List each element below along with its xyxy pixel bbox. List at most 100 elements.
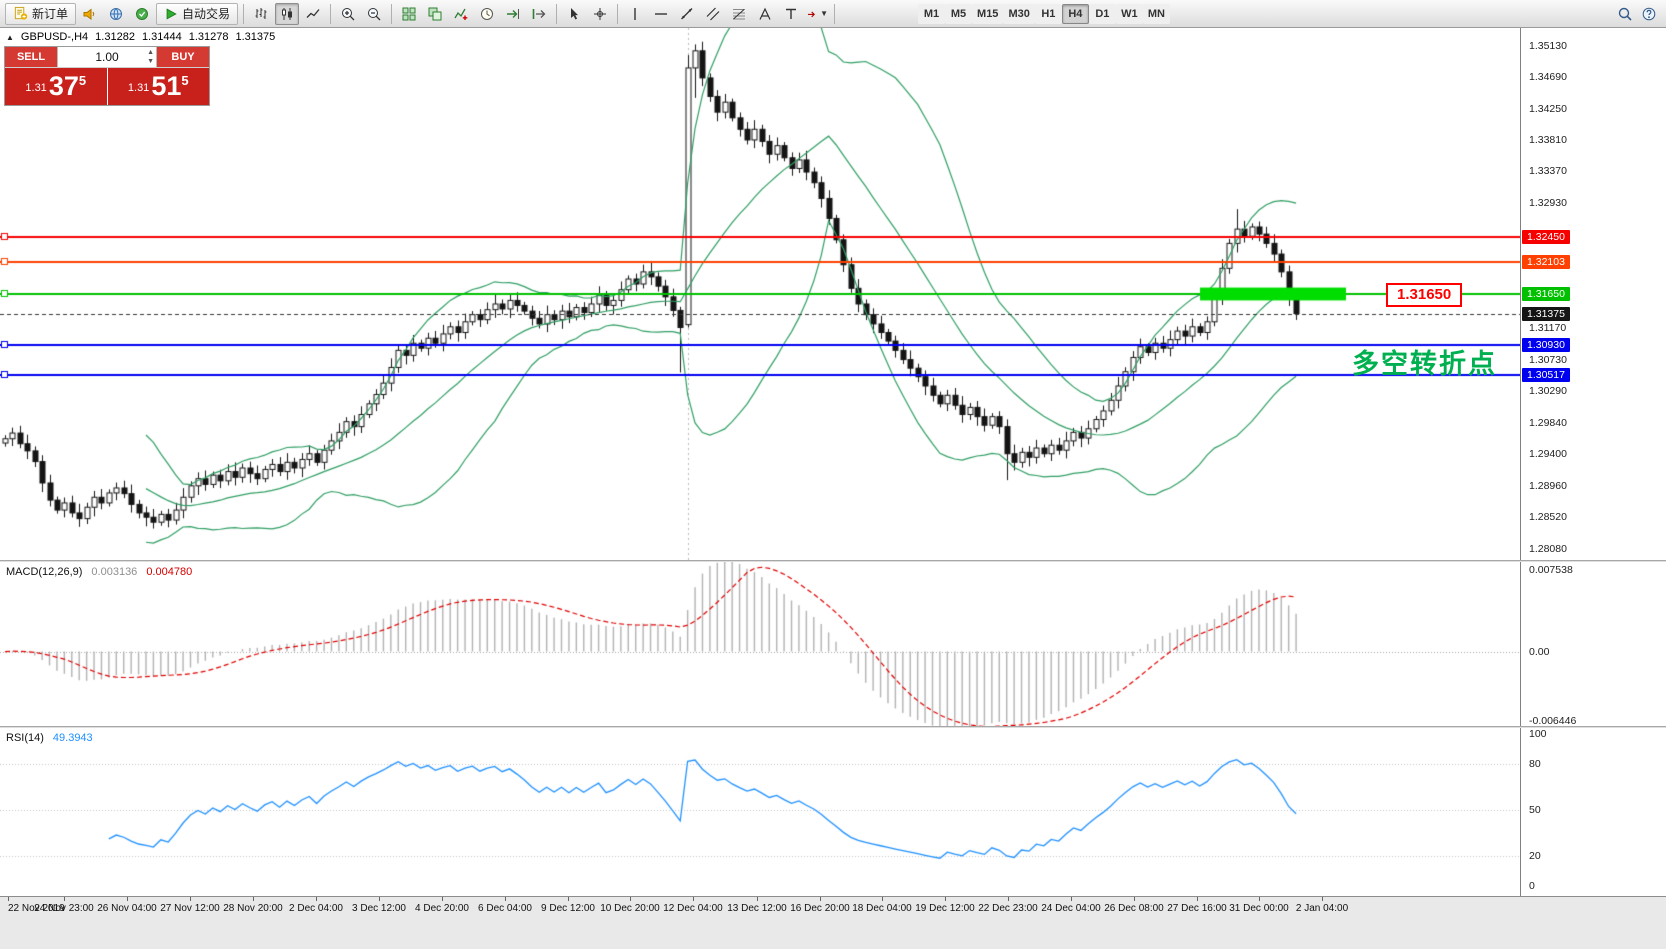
price-scale[interactable]: 1.35130 1.34690 1.34250 1.33810 1.33370 1.329… <box>1520 28 1666 896</box>
time-label: 2 Jan 04:00 <box>1295 903 1349 914</box>
volume-spinner: ▲ ▼ <box>147 48 154 66</box>
green-line-price-label[interactable]: 1.31650 <box>1386 283 1463 307</box>
candlestick-chart-button[interactable] <box>275 2 300 25</box>
chart-high-value: 1.31444 <box>141 31 182 43</box>
crosshair-icon <box>594 7 607 20</box>
time-tick <box>757 897 758 901</box>
scale-label: 1.33810 <box>1529 133 1567 146</box>
chart-shift-button[interactable] <box>527 3 551 25</box>
price-badge: 1.32103 <box>1522 254 1570 269</box>
price-badge: 1.31375 <box>1522 306 1570 321</box>
zoom-in-button[interactable] <box>336 3 360 25</box>
vertical-line-button[interactable] <box>623 3 647 25</box>
volume-field[interactable]: 1.00 ▲ ▼ <box>57 47 157 67</box>
time-label: 27 Dec 16:00 <box>1167 903 1227 914</box>
scale-label: 1.28080 <box>1529 542 1567 555</box>
new-order-button[interactable]: 新订单 <box>5 2 77 25</box>
tile-windows-button[interactable] <box>397 3 421 25</box>
time-tick <box>64 897 65 901</box>
timeframe-button-m5[interactable]: M5 <box>945 3 973 24</box>
rsi-indicator-chart[interactable] <box>0 728 1520 896</box>
label-icon <box>786 8 797 19</box>
macd-indic​ator-chart[interactable] <box>0 562 1520 726</box>
macd-name: MACD(12,26,9) <box>6 566 83 578</box>
timeframe-button-m30[interactable]: M30 <box>1003 3 1035 24</box>
volume-down-icon[interactable]: ▼ <box>147 58 154 65</box>
scale-label: 1.31170 <box>1529 322 1567 335</box>
cascade-windows-button[interactable] <box>423 3 447 25</box>
cursor-button[interactable] <box>562 3 586 25</box>
rsi-value: 49.3943 <box>52 732 93 744</box>
time-tick <box>1259 897 1260 901</box>
time-label: 18 Dec 04:00 <box>852 903 912 914</box>
fibonacci-icon <box>733 8 746 19</box>
panel-divider[interactable] <box>0 560 1666 562</box>
fibonacci-button[interactable] <box>727 3 751 25</box>
timeframe-button-m1[interactable]: M1 <box>918 3 946 24</box>
macd-signal-value: 0.004780 <box>146 566 193 578</box>
web-terminal-button[interactable] <box>104 3 128 25</box>
time-axis[interactable]: 22 Nov 2019 24 Nov 23:00 26 Nov 04:00 27 No… <box>0 896 1666 949</box>
chart-shift-icon <box>532 8 546 19</box>
bar-chart-button[interactable] <box>249 3 273 25</box>
crosshair-button[interactable] <box>588 3 612 25</box>
rsi-panel-label: RSI(14) 49.3943 <box>6 732 93 744</box>
shapes-button[interactable]: ▼ <box>805 3 829 25</box>
volume-up-icon[interactable]: ▲ <box>147 49 154 56</box>
volume-value: 1.00 <box>95 50 119 64</box>
help-button[interactable] <box>1637 3 1661 25</box>
time-label: 28 Nov 20:00 <box>223 903 283 914</box>
scale-label: 80 <box>1529 758 1541 771</box>
time-tick <box>442 897 443 901</box>
zoom-out-button[interactable] <box>362 3 386 25</box>
timeframe-button-mn[interactable]: MN <box>1142 3 1170 24</box>
channel-button[interactable] <box>701 3 725 25</box>
zoom-in-icon <box>342 7 355 20</box>
one-click-trading-panel: SELL 1.00 ▲ ▼ BUY 1.31 37 5 1.31 51 5 <box>4 46 210 106</box>
buy-price-big: 51 <box>151 71 182 101</box>
scale-label: -0.006446 <box>1529 715 1577 728</box>
timeframe-button-h4[interactable]: H4 <box>1061 3 1089 24</box>
horizontal-line-button[interactable] <box>649 3 673 25</box>
autotrading-button[interactable]: 自动交易 <box>156 2 239 25</box>
turning-point-annotation[interactable]: 多空转折点 <box>1352 349 1497 379</box>
time-label: 16 Dec 20:00 <box>790 903 850 914</box>
toolbar-separator <box>391 3 393 24</box>
bar-chart-icon <box>255 7 267 19</box>
community-button[interactable] <box>130 3 154 25</box>
price-badge: 1.30517 <box>1522 367 1570 382</box>
main-price-chart[interactable] <box>0 28 1520 560</box>
buy-button[interactable]: 1.31 51 5 <box>107 68 209 105</box>
scale-label: 0 <box>1529 880 1535 892</box>
timeframe-button-h1[interactable]: H1 <box>1034 3 1062 24</box>
symbol-search-button[interactable] <box>1613 3 1637 25</box>
sell-header[interactable]: SELL <box>5 47 57 67</box>
play-icon <box>166 7 177 20</box>
chart-symbol-period: GBPUSD-,H4 <box>20 31 89 43</box>
timeframe-button-d1[interactable]: D1 <box>1088 3 1116 24</box>
time-label: 27 Nov 12:00 <box>160 903 220 914</box>
trendline-button[interactable] <box>675 3 699 25</box>
sell-price-big: 37 <box>48 71 79 101</box>
new-order-label: 新订单 <box>32 7 69 21</box>
time-tick <box>1322 897 1323 901</box>
scale-label: 1.30730 <box>1529 353 1567 366</box>
periods-button[interactable] <box>475 3 499 25</box>
scale-label: 1.35130 <box>1529 39 1567 52</box>
timeframe-button-m15[interactable]: M15 <box>972 3 1004 24</box>
line-chart-button[interactable] <box>301 3 325 25</box>
text-button[interactable] <box>753 3 777 25</box>
panel-divider[interactable] <box>0 726 1666 728</box>
time-tick <box>630 897 631 901</box>
sell-button[interactable]: 1.31 37 5 <box>5 68 107 105</box>
price-badge: 1.30930 <box>1522 338 1570 353</box>
oneclick-collapse-icon[interactable]: ▲ <box>6 32 14 42</box>
autoscroll-button[interactable] <box>501 3 525 25</box>
scale-label: 1.28520 <box>1529 511 1567 524</box>
buy-header[interactable]: BUY <box>157 47 209 67</box>
alerts-button[interactable] <box>78 3 102 25</box>
timeframe-button-w1[interactable]: W1 <box>1115 3 1143 24</box>
indicators-button[interactable] <box>449 3 473 25</box>
time-label: 4 Dec 20:00 <box>415 903 469 914</box>
label-button[interactable] <box>779 3 803 25</box>
